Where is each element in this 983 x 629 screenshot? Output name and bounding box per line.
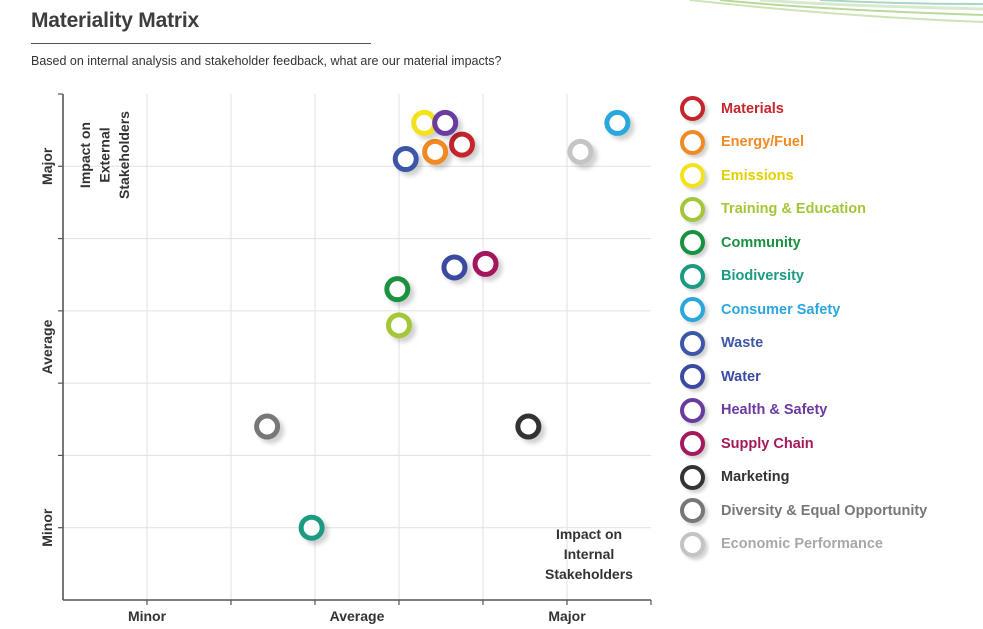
legend-item-waste: Waste xyxy=(676,327,976,361)
point-biodiversity xyxy=(298,514,325,541)
point-energy-fuel xyxy=(422,138,449,165)
legend-item-biodiversity: Biodiversity xyxy=(676,260,976,294)
legend-ring-icon xyxy=(680,330,705,356)
legend-label: Health & Safety xyxy=(721,402,828,419)
legend-item-emissions: Emissions xyxy=(676,159,976,193)
point-community xyxy=(384,276,411,303)
legend-label: Training & Education xyxy=(721,201,867,218)
legend-ring-icon xyxy=(680,129,705,155)
legend-item-health-safety: Health & Safety xyxy=(676,394,976,428)
legend-label: Community xyxy=(721,234,801,251)
legend-item-supply-chain: Supply Chain xyxy=(676,427,976,461)
point-diversity-equal-opportunity xyxy=(254,413,281,440)
page-title: Materiality Matrix xyxy=(31,9,199,32)
legend-label: Supply Chain xyxy=(721,435,814,452)
chart-axis-labels: Minor Average Major Minor Average Major Impact… xyxy=(39,111,633,624)
header-swoosh-decoration xyxy=(689,0,983,23)
legend-ring-icon xyxy=(680,163,705,189)
point-materials xyxy=(449,131,475,158)
title-divider xyxy=(31,43,371,44)
legend-ring-icon xyxy=(680,531,705,557)
legend-item-economic-performance: Economic Performance xyxy=(676,528,976,562)
legend-item-water: Water xyxy=(676,360,976,394)
legend-item-materials: Materials xyxy=(676,92,976,126)
legend-label: Water xyxy=(721,368,761,385)
legend-item-consumer-safety: Consumer Safety xyxy=(676,293,976,327)
legend-label: Materials xyxy=(721,100,784,117)
legend-ring-icon xyxy=(680,397,705,423)
y-tick-label: Major xyxy=(39,147,55,185)
chart-axes xyxy=(58,93,652,605)
x-tick-label: Average xyxy=(330,608,385,624)
legend-item-diversity-equal-opportunity: Diversity & Equal Opportunity xyxy=(676,494,976,528)
point-training-education xyxy=(386,312,412,339)
legend-label: Economic Performance xyxy=(721,536,883,553)
page-subtitle: Based on internal analysis and stakehold… xyxy=(31,54,502,68)
point-water xyxy=(441,254,468,281)
point-waste xyxy=(392,146,419,173)
point-consumer-safety xyxy=(604,109,631,136)
chart-legend: Materials Energy/Fuel Emissions Training & … xyxy=(676,92,976,561)
y-axis-title: Impact on External Stakeholders xyxy=(77,111,132,199)
legend-label: Diversity & Equal Opportunity xyxy=(721,502,928,519)
point-emissions xyxy=(411,109,438,136)
legend-ring-icon xyxy=(680,431,705,457)
y-tick-label: Minor xyxy=(39,508,55,547)
legend-ring-icon xyxy=(680,364,705,390)
legend-ring-icon xyxy=(680,96,705,122)
x-tick-label: Minor xyxy=(128,608,167,624)
y-tick-label: Average xyxy=(39,319,55,374)
legend-label: Waste xyxy=(721,335,764,352)
legend-label: Emissions xyxy=(721,167,794,184)
legend-label: Energy/Fuel xyxy=(721,134,804,151)
chart-points xyxy=(254,109,631,541)
x-tick-label: Major xyxy=(548,608,586,624)
legend-ring-icon xyxy=(680,464,705,490)
legend-item-training-education: Training & Education xyxy=(676,193,976,227)
legend-ring-icon xyxy=(680,297,705,323)
legend-item-marketing: Marketing xyxy=(676,461,976,495)
legend-ring-icon xyxy=(680,230,705,256)
point-marketing xyxy=(515,413,542,440)
x-axis-title: Impact on Internal Stakeholders xyxy=(545,526,633,582)
legend-label: Marketing xyxy=(721,469,790,486)
legend-ring-icon xyxy=(680,498,705,524)
legend-label: Consumer Safety xyxy=(721,301,841,318)
legend-ring-icon xyxy=(680,263,705,289)
chart-grid xyxy=(63,94,651,600)
point-supply-chain xyxy=(472,250,499,277)
legend-item-energy-fuel: Energy/Fuel xyxy=(676,126,976,160)
legend-label: Biodiversity xyxy=(721,268,804,285)
legend-ring-icon xyxy=(680,196,705,222)
point-economic-performance xyxy=(567,138,594,165)
point-health-safety xyxy=(432,109,459,136)
legend-item-community: Community xyxy=(676,226,976,260)
